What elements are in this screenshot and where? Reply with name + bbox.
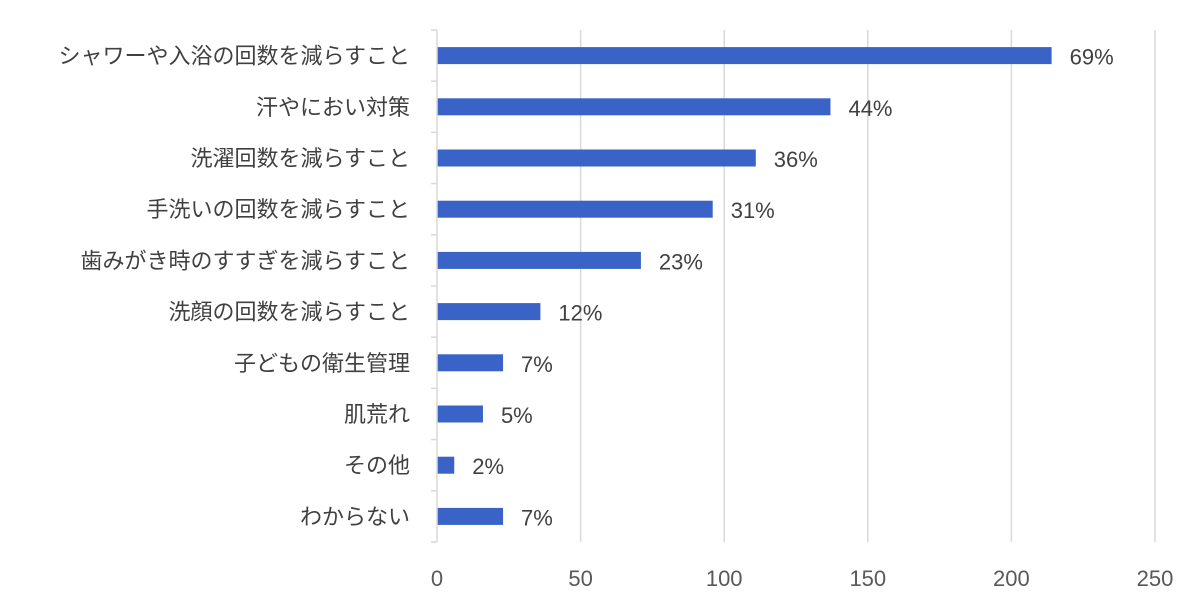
data-label: 5% (501, 403, 533, 428)
x-tick-label: 100 (706, 566, 743, 591)
data-label: 23% (659, 249, 703, 274)
bar (437, 200, 713, 218)
data-label: 69% (1070, 45, 1114, 70)
category-label: シャワーや入浴の回数を減らすこと (58, 45, 410, 70)
data-label: 2% (472, 454, 504, 479)
bar (437, 47, 1052, 65)
data-label: 7% (521, 505, 553, 530)
label-layer: 0 50 100 150 200 250 シャワーや入浴の回数を減らすこと 69% 汗やにおい対… (58, 45, 1173, 591)
category-label: 手洗いの回数を減らすこと (146, 198, 410, 223)
category-label: その他 (344, 454, 410, 479)
bar (437, 98, 831, 116)
data-label: 7% (521, 352, 553, 377)
bar (437, 251, 641, 269)
category-label: 洗顔の回数を減らすこと (168, 301, 410, 326)
category-label: わからない (300, 505, 410, 530)
x-tick-label: 50 (568, 566, 592, 591)
category-label: 子どもの衛生管理 (234, 352, 410, 377)
bar (437, 507, 504, 525)
category-label: 肌荒れ (344, 403, 410, 428)
x-tick-label: 250 (1137, 566, 1174, 591)
bar (437, 354, 504, 372)
x-tick-label: 200 (993, 566, 1030, 591)
grid-layer (579, 30, 1156, 542)
bar (437, 456, 455, 474)
bar (437, 149, 756, 167)
axis-layer (431, 29, 438, 543)
data-label: 12% (558, 301, 602, 326)
bar (437, 303, 541, 321)
bar (437, 405, 483, 423)
x-tick-label: 0 (431, 566, 443, 591)
data-label: 36% (774, 147, 818, 172)
category-label: 歯みがき時のすすぎを減らすこと (80, 249, 410, 274)
category-label: 汗やにおい対策 (256, 96, 410, 121)
data-label: 31% (731, 198, 775, 223)
x-tick-label: 150 (849, 566, 886, 591)
data-label: 44% (848, 96, 892, 121)
bar-layer (437, 47, 1052, 525)
category-label: 洗濯回数を減らすこと (190, 147, 410, 172)
